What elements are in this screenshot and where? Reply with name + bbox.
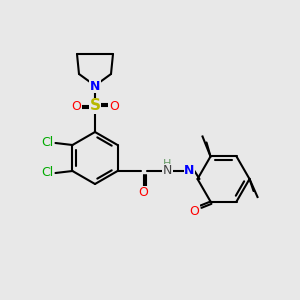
Text: O: O: [139, 187, 148, 200]
Text: Cl: Cl: [41, 167, 54, 179]
Text: N: N: [163, 164, 172, 178]
Text: N: N: [90, 80, 100, 92]
Text: H: H: [163, 159, 172, 169]
Text: O: O: [190, 205, 200, 218]
Text: S: S: [89, 98, 100, 113]
Text: O: O: [109, 100, 119, 112]
Text: Cl: Cl: [41, 136, 54, 149]
Text: N: N: [184, 164, 195, 178]
Text: O: O: [71, 100, 81, 112]
